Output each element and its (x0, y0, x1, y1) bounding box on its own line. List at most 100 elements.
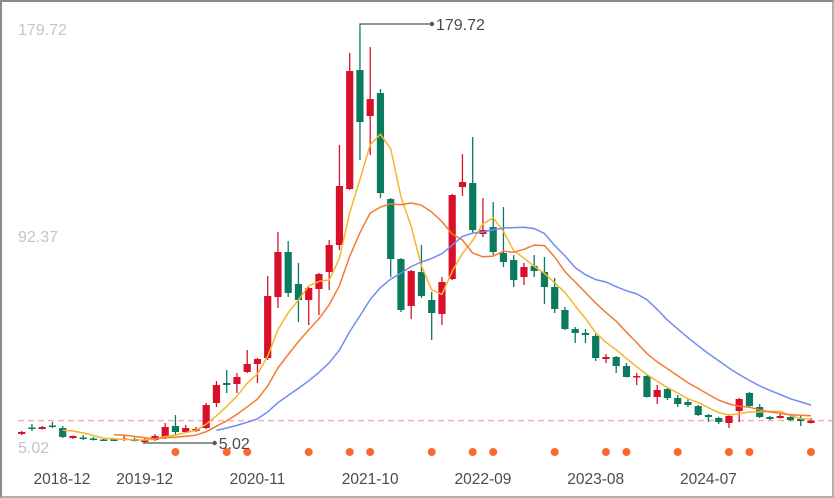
candle-down (171, 415, 180, 435)
candle-body (376, 93, 385, 194)
candle-body (89, 438, 98, 440)
candle-down (612, 355, 620, 374)
event-marker-dot (489, 448, 498, 456)
candle-body (715, 418, 723, 423)
candle-body (786, 417, 795, 421)
candle-down (376, 89, 385, 199)
candle-up (346, 53, 354, 191)
candle-down (581, 329, 590, 344)
candles (18, 26, 815, 443)
event-marker-dot (622, 448, 631, 456)
candle-body (233, 377, 241, 384)
candle-body (79, 437, 87, 439)
x-tick-label: 2024-07 (680, 471, 737, 488)
candle-down (59, 426, 67, 438)
candle-up (633, 373, 641, 385)
candle-up (233, 373, 241, 394)
candle-up (253, 358, 262, 383)
x-tick-label: 2021-10 (342, 471, 399, 488)
candle-down (786, 416, 795, 422)
candle-body (458, 182, 467, 188)
candle-body (448, 195, 456, 280)
candle-down (223, 370, 231, 394)
candle-down (387, 198, 395, 278)
candle-up (243, 350, 251, 374)
candle-body (407, 271, 415, 307)
candle-down (417, 245, 426, 299)
event-marker-dot (345, 448, 354, 456)
candle-body (797, 419, 805, 422)
candle-body (110, 439, 118, 441)
candle-up (264, 276, 272, 361)
candle-body (561, 310, 569, 330)
candle-down (551, 278, 559, 314)
event-marker-dot (468, 448, 477, 456)
candle-down (79, 434, 87, 440)
candle-body (161, 427, 169, 438)
candle-body (571, 329, 579, 334)
candle-body (202, 405, 210, 429)
event-marker-dot (304, 448, 313, 456)
candle-body (417, 272, 426, 297)
x-tick-label: 2022-09 (455, 471, 512, 488)
candle-down (28, 424, 36, 431)
candle-body (766, 417, 774, 420)
candle-down (694, 405, 702, 417)
candle-body (356, 70, 364, 123)
max-annotation-label: 179.72 (436, 17, 485, 34)
candle-down (766, 416, 774, 421)
candle-body (653, 390, 661, 398)
event-marker-dot (243, 448, 252, 456)
candle-down (428, 292, 436, 341)
candle-body (612, 356, 620, 367)
candle-body (335, 186, 344, 246)
candle-down (469, 137, 477, 234)
candle-up (38, 426, 46, 430)
candle-body (59, 428, 67, 437)
candle-body (212, 384, 221, 404)
max-annotation-dot (429, 21, 435, 27)
candle-up (725, 415, 733, 429)
event-markers (171, 448, 815, 456)
candle-body (305, 288, 313, 301)
candle-body (530, 266, 538, 272)
candle-down (561, 307, 569, 331)
candle-body (622, 366, 631, 378)
candle-down (540, 257, 549, 305)
candle-up (274, 232, 282, 309)
candle-body (674, 398, 682, 405)
candle-body (520, 267, 528, 278)
candle-body (274, 252, 282, 298)
candle-down (622, 363, 631, 378)
candle-body (540, 272, 549, 288)
x-tick-label: 2023-08 (567, 471, 624, 488)
candle-body (428, 300, 436, 314)
candle-body (581, 333, 590, 336)
candle-body (253, 359, 262, 365)
candle-up (366, 47, 374, 156)
candle-up (735, 398, 743, 423)
candle-body (663, 389, 672, 399)
x-tick-label: 2020-11 (230, 471, 286, 488)
candle-body (397, 259, 405, 311)
candle-body (633, 376, 641, 378)
candle-down (715, 417, 723, 425)
candle-body (294, 284, 303, 301)
ma20-line (216, 226, 812, 432)
candle-body (346, 71, 354, 190)
event-marker-dot (171, 448, 180, 456)
candle-down (489, 202, 497, 256)
candle-up (602, 354, 610, 364)
candle-down (397, 258, 405, 313)
candle-up (18, 430, 26, 435)
y-tick-label-mid: 92.37 (18, 229, 58, 246)
candle-body (592, 336, 600, 359)
candle-up (182, 425, 190, 433)
candle-up (212, 380, 221, 407)
candle-up (335, 145, 344, 251)
candle-body (18, 431, 26, 434)
candle-up (653, 384, 661, 405)
candle-body (284, 252, 292, 294)
candle-body (745, 393, 754, 407)
